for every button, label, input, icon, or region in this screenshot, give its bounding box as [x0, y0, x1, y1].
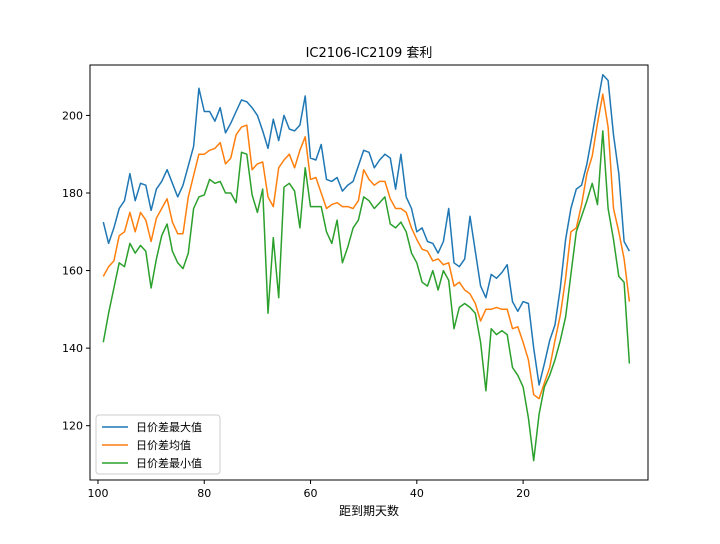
series-lines	[102, 73, 631, 462]
x-axis-label: 距到期天数	[339, 503, 399, 518]
y-tick-label: 200	[62, 109, 83, 122]
series-line-1	[102, 73, 631, 386]
series-line-2	[102, 93, 631, 400]
x-tick-label: 80	[197, 487, 211, 500]
x-axis: 100 80 60 40 20	[87, 480, 530, 500]
y-tick-label: 140	[62, 342, 83, 355]
x-tick-label: 20	[516, 487, 530, 500]
chart-title: IC2106-IC2109 套利	[306, 45, 433, 61]
x-tick-label: 40	[410, 487, 424, 500]
plot-area-frame	[89, 64, 649, 481]
y-axis: 120 140 160 180 200	[62, 109, 90, 433]
legend-label: 日价差均值	[136, 438, 191, 452]
x-tick-label: 100	[87, 487, 108, 500]
legend-label: 日价差最小值	[136, 456, 202, 470]
x-tick-label: 60	[304, 487, 318, 500]
y-tick-label: 160	[62, 265, 83, 278]
legend-label: 日价差最大值	[136, 420, 202, 434]
y-tick-label: 180	[62, 187, 83, 200]
series-line-3	[102, 130, 631, 462]
y-tick-label: 120	[62, 420, 83, 433]
legend-box	[95, 414, 221, 475]
